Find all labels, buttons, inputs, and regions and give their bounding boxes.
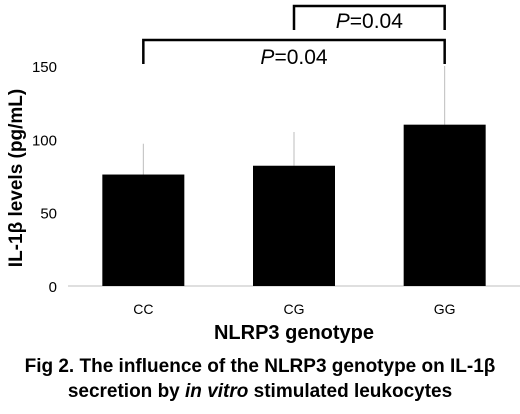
p-symbol: P [260,46,274,69]
p-symbol: P [336,10,350,33]
p-value-label: P=0.04 [260,46,327,69]
x-tick-label: CC [133,301,153,317]
x-axis-label: NLRP3 genotype [214,322,374,344]
significance-bracket [142,38,446,64]
y-tick-label: 50 [40,206,57,223]
y-tick-label: 0 [49,279,57,296]
bar-gg [403,124,486,287]
bar-cc [102,174,185,286]
x-tick-label: CG [284,301,305,317]
p-value: =0.04 [274,46,327,69]
caption-line-1: Fig 2. The influence of the NLRP3 genoty… [24,356,496,377]
bar-chart: 0 50 100 150 CC CG GG IL-1β levels (pg/mL) NLRP3… [6,4,520,344]
bar-cg [253,165,335,286]
p-value: =0.04 [350,10,403,33]
caption-line-2-post: stimulated leukocytes [248,381,453,402]
x-tick-label: GG [434,301,456,317]
significance-bracket [292,4,446,30]
caption-line-2-pre: secretion by [67,381,186,402]
y-axis-label: IL-1β levels (pg/mL) [6,89,27,267]
caption-line-2-italic: in vitro [185,381,249,402]
figure-caption: Fig 2. The influence of the NLRP3 genoty… [0,354,520,404]
p-value-label: P=0.04 [336,10,403,33]
y-tick-label: 100 [32,132,57,149]
y-tick-label: 150 [32,59,57,76]
caption-line-2: secretion by in vitro stimulated leukocy… [0,379,520,404]
